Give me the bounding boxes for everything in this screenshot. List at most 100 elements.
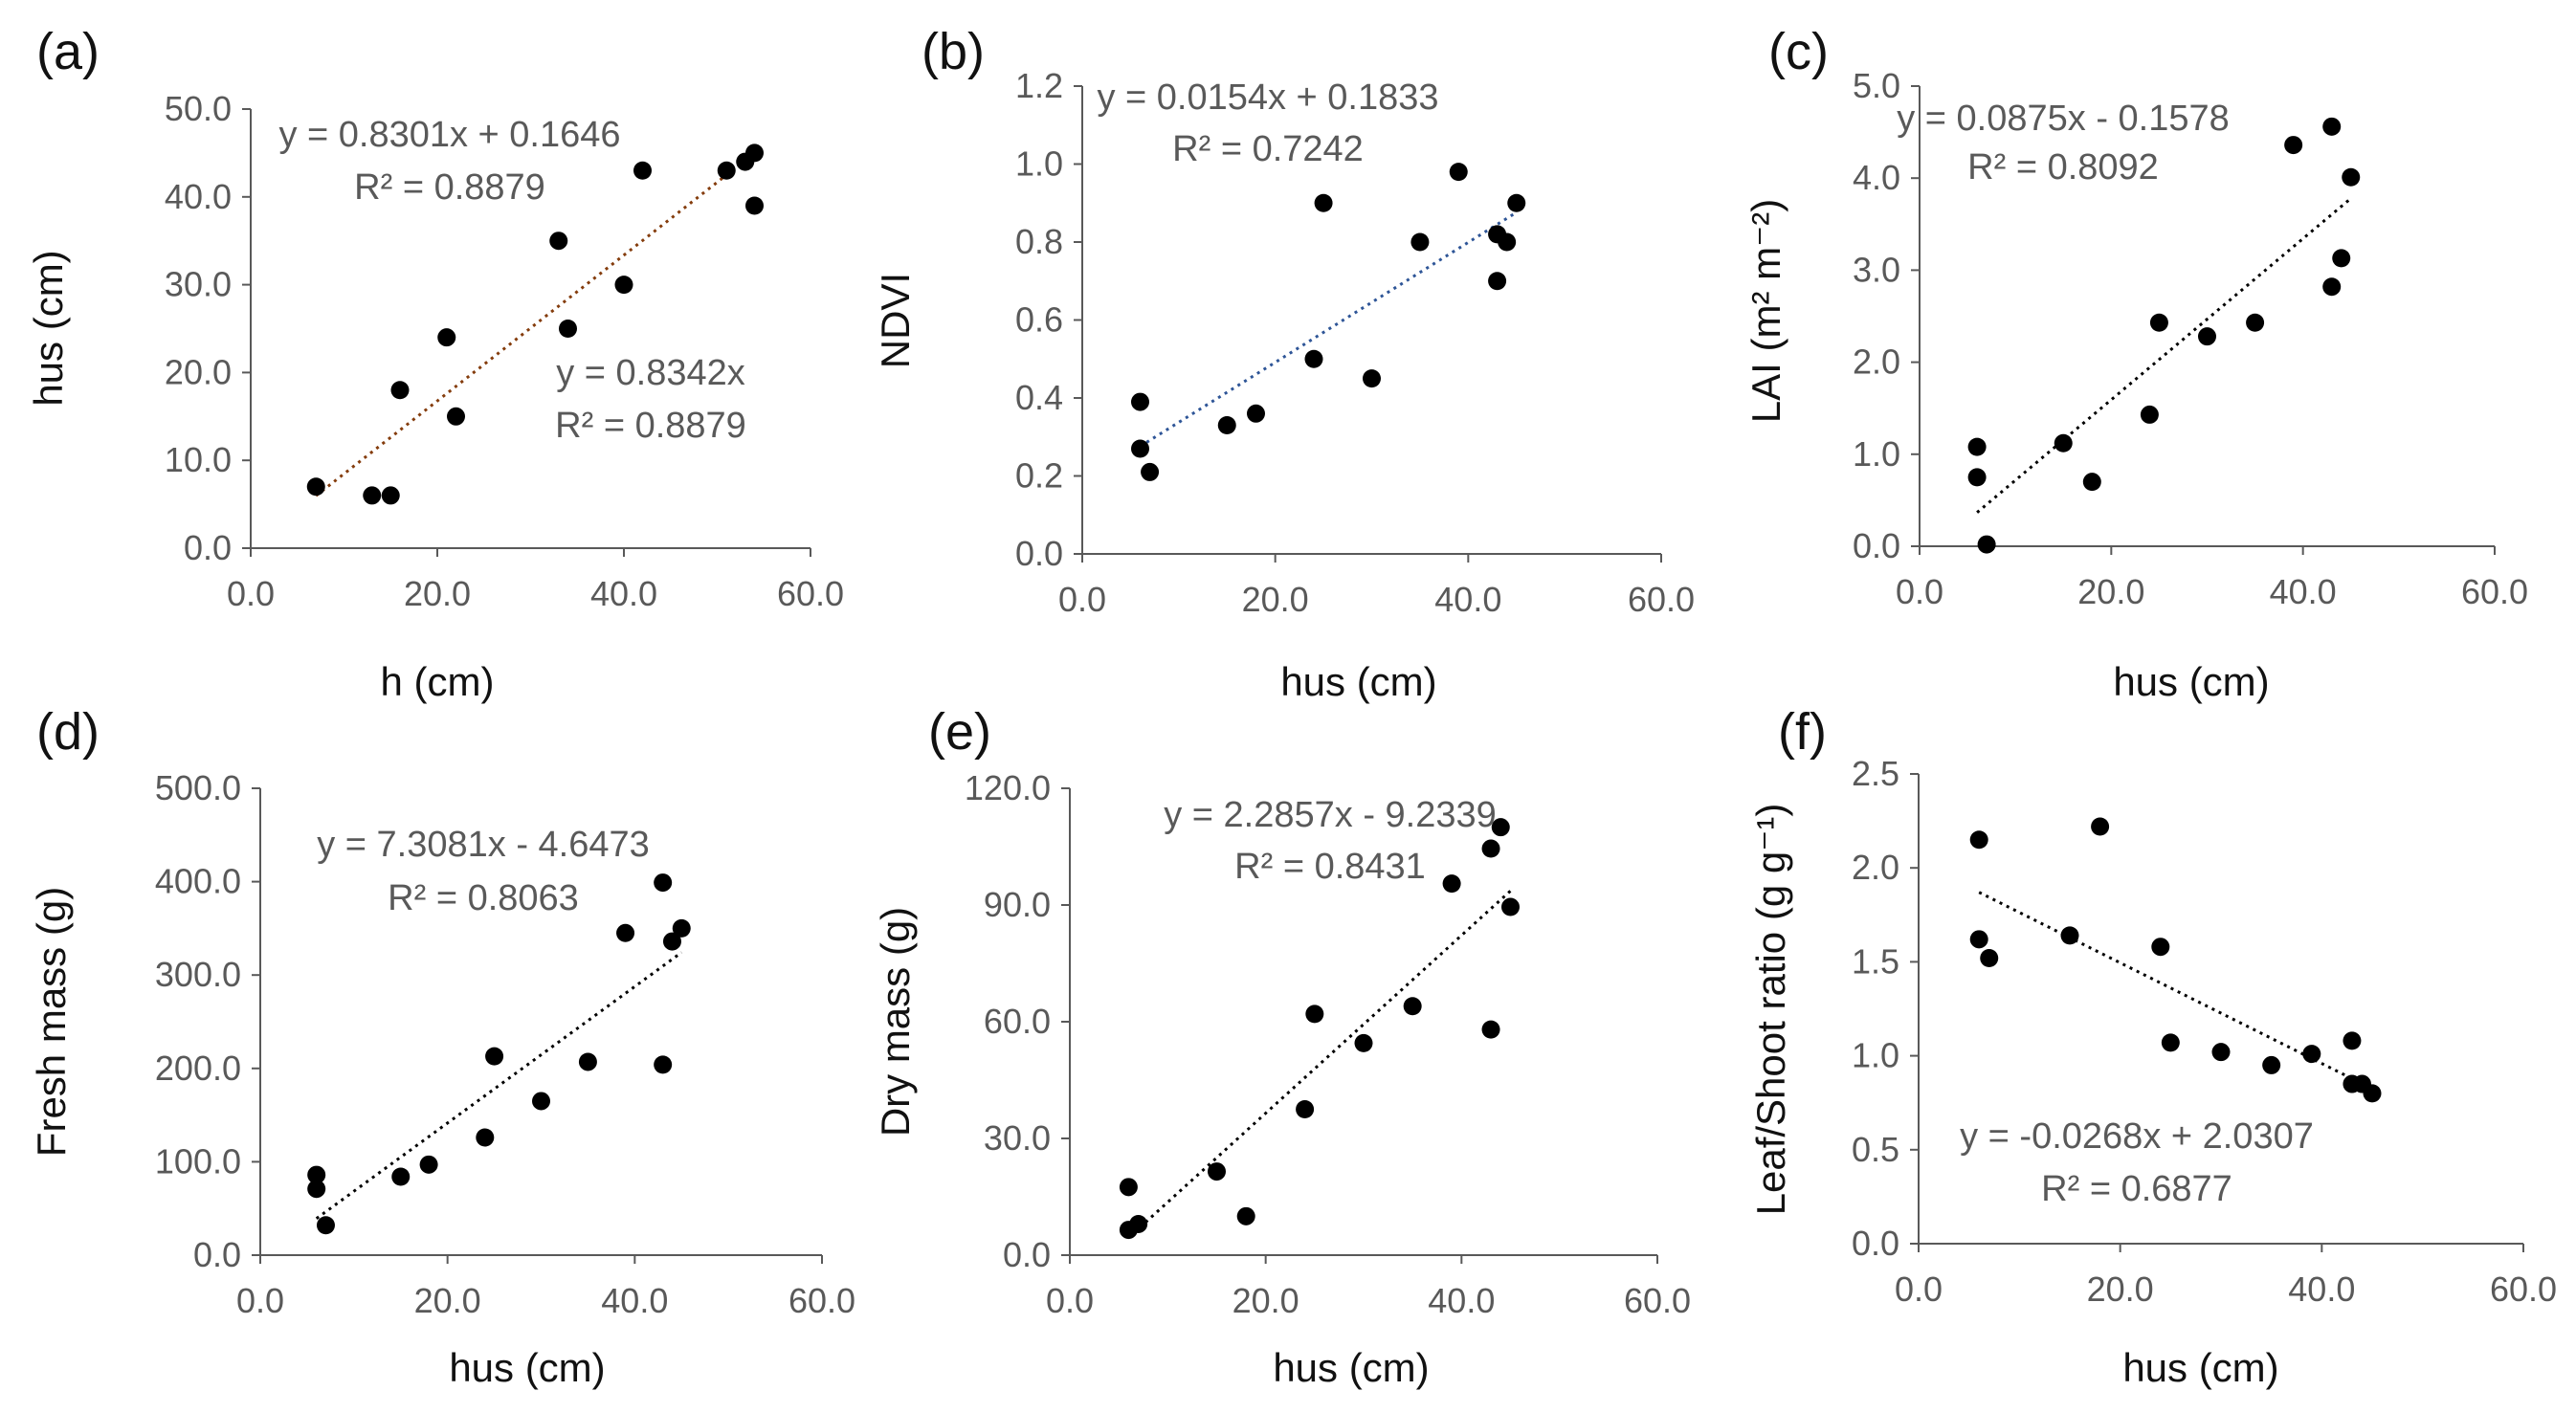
data-point-1 <box>1131 392 1149 411</box>
data-point-7 <box>2161 1033 2180 1052</box>
data-point-2 <box>363 486 382 505</box>
y-tick-label: 120.0 <box>965 768 1051 807</box>
y-tick-label: 60.0 <box>984 1002 1051 1041</box>
data-point-3 <box>1977 535 1996 554</box>
data-point-11 <box>1481 839 1500 858</box>
x-tick-label: 20.0 <box>2087 1269 2154 1309</box>
y-tick-label: 30.0 <box>165 265 232 304</box>
data-point-3 <box>316 1216 335 1235</box>
data-point-9 <box>578 1052 597 1071</box>
data-point-3 <box>1141 462 1160 481</box>
data-point-14 <box>672 918 691 938</box>
trendline <box>315 151 756 497</box>
y-tick-label: 90.0 <box>984 885 1051 924</box>
data-point-5 <box>1236 1206 1255 1225</box>
data-point-11 <box>2322 117 2342 136</box>
chart-panel-c: 0.0 20.0 40.0 60.0 0.0 1.0 2.0 3.0 4.0 5.0 (c) hus … <box>1743 23 2528 704</box>
x-tick-label: 40.0 <box>2270 572 2337 611</box>
x-tick-label: 40.0 <box>1428 1281 1495 1320</box>
y-tick-label: 40.0 <box>165 177 232 216</box>
regression-annotation: R² = 0.8092 <box>1967 147 2159 188</box>
regression-annotation: R² = 0.8431 <box>1234 847 1426 887</box>
y-tick-label: 0.0 <box>1853 526 1900 565</box>
x-tick-label: 20.0 <box>414 1281 481 1320</box>
regression-annotation: R² = 0.8879 <box>354 167 545 208</box>
x-tick-label: 0.0 <box>1058 580 1106 619</box>
data-point-10 <box>1449 163 1468 182</box>
panel-label: (e) <box>928 703 991 761</box>
panel-label: (a) <box>36 23 100 80</box>
x-axis-title: hus (cm) <box>1273 1345 1429 1390</box>
data-point-9 <box>614 276 633 295</box>
y-tick-label: 200.0 <box>155 1049 241 1088</box>
trendline <box>315 951 683 1220</box>
data-point-4 <box>391 1167 411 1186</box>
data-point-6 <box>2140 405 2159 424</box>
chart-panel-e: 0.0 20.0 40.0 60.0 0.0 30.0 60.0 90.0 120.0 (e) hu… <box>873 703 1691 1390</box>
data-point-13 <box>745 144 764 163</box>
regression-annotation: y = -0.0268x + 2.0307 <box>1960 1116 2314 1157</box>
data-point-2 <box>1967 468 1987 487</box>
regression-annotation: y = 0.0154x + 0.1833 <box>1097 77 1438 118</box>
data-point-2 <box>307 1180 326 1199</box>
data-point-10 <box>633 161 652 180</box>
panel-label: (b) <box>922 23 985 80</box>
y-tick-label: 0.4 <box>1015 378 1063 417</box>
y-tick-label: 1.2 <box>1015 66 1063 105</box>
y-axis-title: NDVI <box>873 273 918 368</box>
trendline <box>1139 210 1518 448</box>
data-point-6 <box>2151 938 2170 957</box>
y-tick-label: 100.0 <box>155 1141 241 1181</box>
data-point-9 <box>2246 313 2265 332</box>
regression-annotation: R² = 0.6877 <box>2041 1169 2232 1209</box>
data-point-1 <box>307 1165 326 1184</box>
data-point-7 <box>1314 193 1333 212</box>
data-point-13 <box>1491 818 1510 837</box>
data-point-5 <box>1247 404 1265 423</box>
y-tick-label: 2.0 <box>1853 342 1900 382</box>
regression-annotation: R² = 0.8063 <box>388 878 579 918</box>
data-point-9 <box>1403 997 1422 1016</box>
x-axis-title: hus (cm) <box>2113 659 2269 704</box>
y-tick-label: 1.0 <box>1852 1036 1899 1075</box>
data-point-6 <box>1304 349 1323 368</box>
data-point-1 <box>1969 830 1988 850</box>
regression-annotation: y = 7.3081x - 4.6473 <box>317 825 650 865</box>
data-point-7 <box>549 232 568 251</box>
y-axis-title: Dry mass (g) <box>873 907 918 1137</box>
data-point-5 <box>2082 473 2101 492</box>
y-tick-label: 0.6 <box>1015 300 1063 340</box>
data-point-3 <box>1980 948 1999 967</box>
y-tick-label: 0.0 <box>1003 1235 1051 1274</box>
data-point-8 <box>559 320 577 338</box>
regression-annotation: y = 0.8342x <box>556 353 745 393</box>
data-point-4 <box>1217 416 1236 435</box>
y-axis-title: LAI (m² m⁻²) <box>1743 199 1788 423</box>
y-axis-title: hus (cm) <box>26 250 71 406</box>
x-axis-title: hus (cm) <box>2122 1345 2278 1390</box>
chart-panel-b: 0.0 20.0 40.0 60.0 0.0 0.2 0.4 0.6 0.8 1.0 1.2 (b) h… <box>873 23 1695 704</box>
data-point-8 <box>532 1092 550 1111</box>
regression-annotation: y = 0.8301x + 0.1646 <box>278 115 620 155</box>
data-point-6 <box>1296 1100 1315 1118</box>
x-tick-label: 60.0 <box>1624 1281 1691 1320</box>
data-point-10 <box>2284 136 2303 155</box>
x-axis-title: hus (cm) <box>1280 659 1436 704</box>
x-tick-label: 0.0 <box>227 574 275 613</box>
data-point-8 <box>2211 1043 2231 1062</box>
x-tick-label: 60.0 <box>777 574 844 613</box>
data-point-2 <box>1131 439 1149 458</box>
data-point-12 <box>1488 272 1507 291</box>
data-point-1 <box>1967 437 1987 456</box>
data-point-4 <box>2060 926 2079 945</box>
y-tick-label: 400.0 <box>155 862 241 901</box>
data-point-5 <box>419 1155 438 1174</box>
x-tick-label: 40.0 <box>590 574 657 613</box>
x-axis-title: h (cm) <box>381 659 495 704</box>
y-tick-label: 1.0 <box>1853 434 1900 474</box>
y-tick-label: 50.0 <box>165 89 232 128</box>
y-tick-label: 0.5 <box>1852 1130 1899 1169</box>
y-tick-label: 4.0 <box>1853 158 1900 197</box>
y-tick-label: 0.0 <box>193 1235 241 1274</box>
y-tick-label: 0.0 <box>1015 534 1063 573</box>
